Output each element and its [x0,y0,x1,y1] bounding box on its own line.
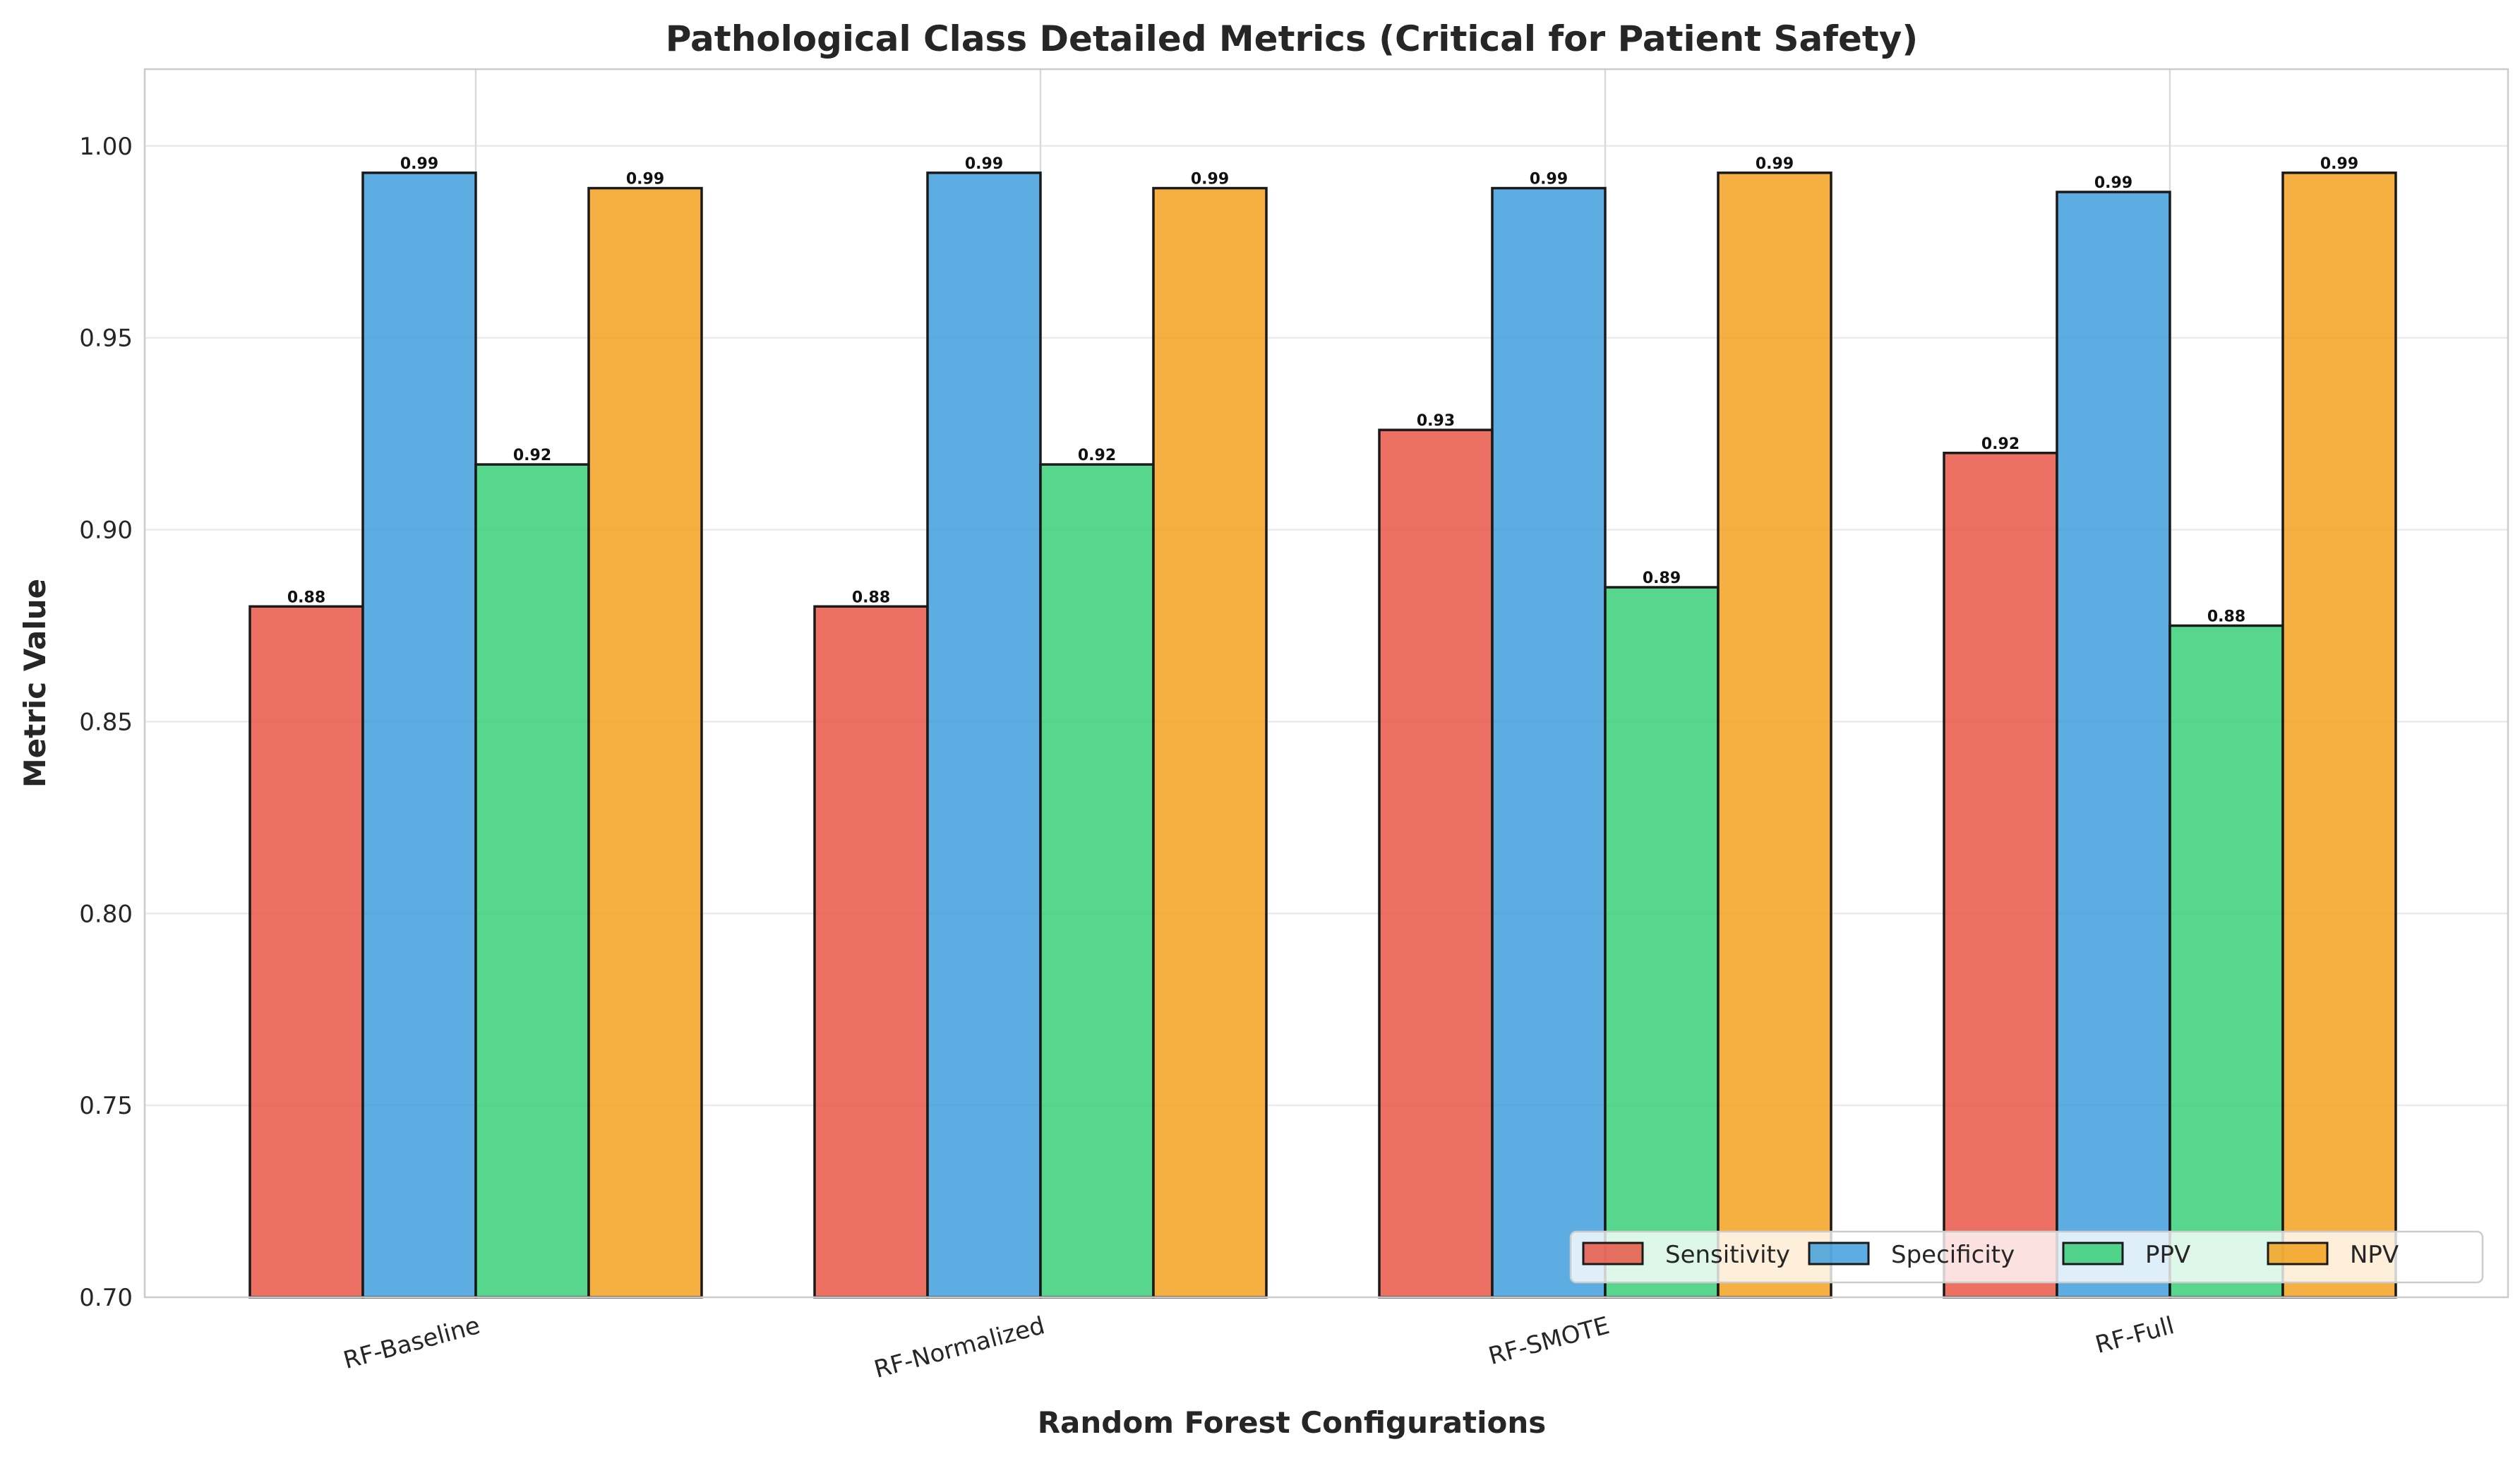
y-tick-label: 0.70 [79,1284,133,1312]
y-tick-label: 0.95 [79,325,133,353]
bar-ppv-rf-smote [1604,586,1720,1299]
bar-npv-rf-baseline [587,186,703,1299]
bar-value-label: 0.89 [1643,570,1681,587]
bar-value-label: 0.99 [1530,171,1568,188]
legend: Sensitivity Specificity PPV NPV [1569,1230,2484,1284]
bar-value-label: 0.99 [626,171,664,188]
legend-swatch-ppv [2062,1241,2124,1265]
bar-value-label: 0.88 [287,589,325,606]
bar-specificity-rf-smote [1491,186,1607,1299]
y-tick-label: 0.80 [79,900,133,928]
legend-label-sensitivity: Sensitivity [1665,1241,1790,1269]
bar-value-label: 0.99 [965,155,1003,173]
bar-value-label: 0.99 [400,155,438,173]
bar-npv-rf-normalized [1152,186,1268,1299]
x-axis-label: Random Forest Configurations [1038,1405,1547,1440]
legend-label-ppv: PPV [2145,1241,2190,1269]
bar-value-label: 0.88 [852,589,890,606]
bar-specificity-rf-baseline [361,172,477,1299]
chart-title: Pathological Class Detailed Metrics (Cri… [666,18,1919,59]
legend-swatch-sensitivity [1582,1241,1644,1265]
legend-label-npv: NPV [2350,1241,2399,1269]
legend-swatch-npv [2267,1241,2329,1265]
bar-value-label: 0.99 [2094,174,2132,192]
bars-layer: 0.88 0.88 0.93 0.92 0.99 0.99 0.99 0.99 0.92 0.92… [248,155,2397,1299]
bar-value-label: 0.92 [513,447,551,464]
y-axis-label: Metric Value [18,579,52,788]
bar-npv-rf-full [2281,172,2397,1299]
bar-value-label: 0.92 [1981,435,2020,453]
bar-ppv-rf-full [2168,624,2284,1299]
y-tick-label: 0.85 [79,708,133,736]
bar-value-label: 0.99 [1191,171,1229,188]
bar-value-label: 0.92 [1078,447,1116,464]
plot-frame [143,68,2509,1299]
bar-value-label: 0.99 [1756,155,1794,173]
bar-sensitivity-rf-full [1943,452,2058,1299]
legend-swatch-specificity [1808,1241,1870,1265]
bar-value-label: 0.99 [2320,155,2358,173]
bar-sensitivity-rf-normalized [813,605,929,1299]
bar-ppv-rf-baseline [474,463,590,1299]
bar-sensitivity-rf-smote [1378,428,1494,1299]
y-tick-label: 0.90 [79,517,133,545]
bar-sensitivity-rf-baseline [248,605,364,1299]
bar-ppv-rf-normalized [1039,463,1155,1299]
legend-box [1569,1230,2484,1284]
bar-value-label: 0.93 [1417,412,1455,430]
y-axis-ticks: 0.70 0.75 0.80 0.85 0.90 0.95 1.00 [79,133,133,1312]
legend-label-specificity: Specificity [1891,1241,2015,1269]
bar-npv-rf-smote [1717,172,1832,1299]
bar-specificity-rf-full [2056,191,2171,1299]
bar-value-label: 0.88 [2207,608,2245,625]
bar-specificity-rf-normalized [926,172,1042,1299]
y-tick-label: 1.00 [79,133,133,161]
y-tick-label: 0.75 [79,1092,133,1120]
